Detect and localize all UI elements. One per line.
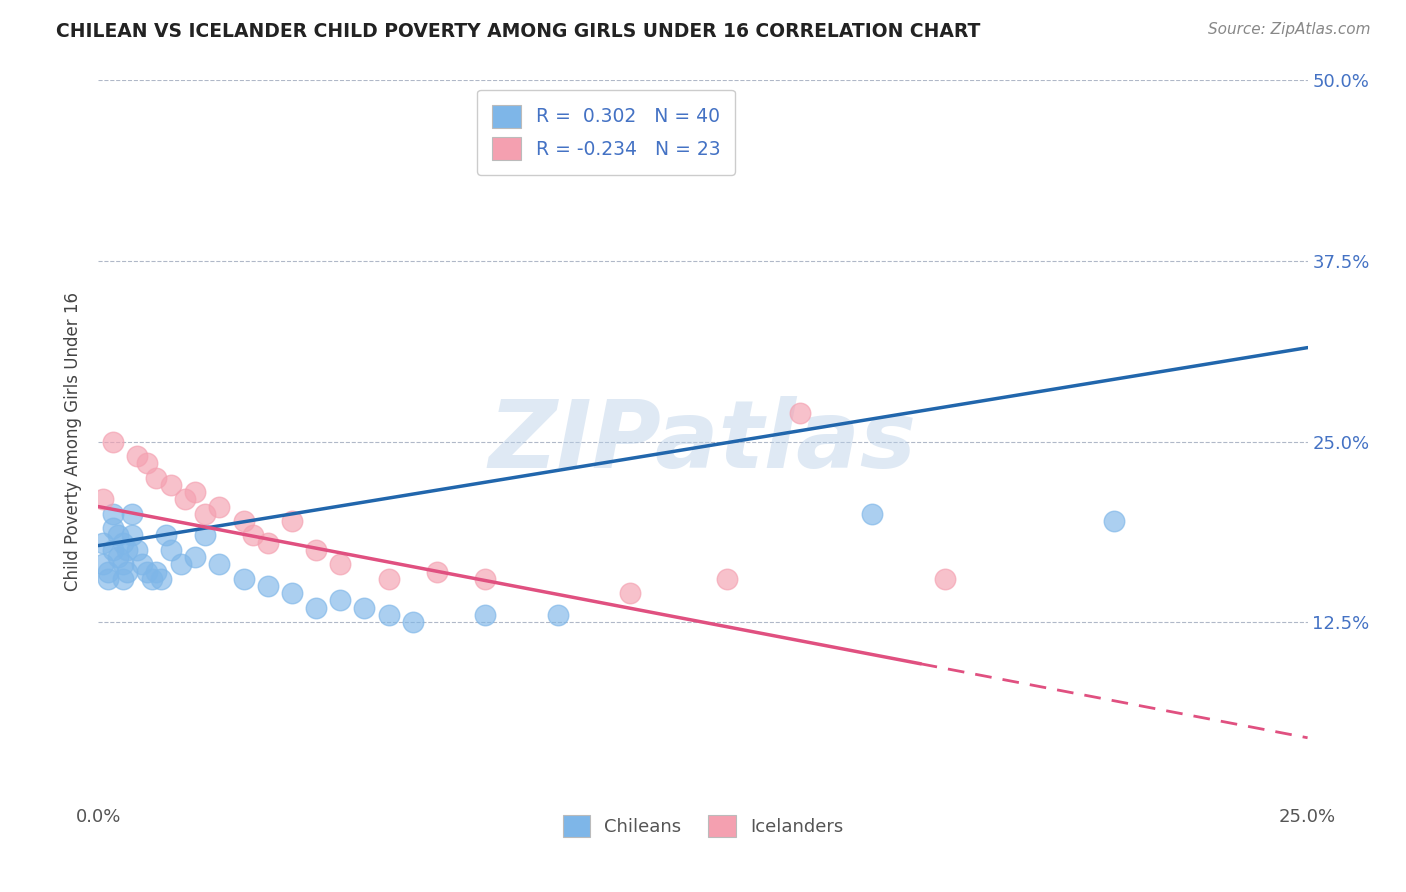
Point [194,528,217,542]
Point [160,478,183,492]
Y-axis label: Child Poverty Among Girls Under 16: Child Poverty Among Girls Under 16 [65,292,83,591]
Point [184,550,207,565]
Point [101,434,124,449]
Point [789,406,811,420]
Point [127,449,149,463]
Point [121,528,143,542]
Point [232,572,254,586]
Point [934,572,956,586]
Point [101,542,124,557]
Point [716,572,738,586]
Point [117,542,139,557]
Point [111,572,134,586]
Point [329,593,352,607]
Legend: Chileans, Icelanders: Chileans, Icelanders [555,808,851,845]
Point [208,500,231,514]
Point [160,542,183,557]
Point [619,586,641,600]
Point [860,507,883,521]
Point [329,558,352,572]
Point [91,492,114,507]
Point [194,507,217,521]
Point [256,535,278,549]
Point [208,558,231,572]
Point [377,572,399,586]
Text: Source: ZipAtlas.com: Source: ZipAtlas.com [1208,22,1371,37]
Point [232,514,254,528]
Text: CHILEAN VS ICELANDER CHILD POVERTY AMONG GIRLS UNDER 16 CORRELATION CHART: CHILEAN VS ICELANDER CHILD POVERTY AMONG… [56,22,980,41]
Point [377,607,399,622]
Point [135,565,157,579]
Point [174,492,197,507]
Point [150,572,173,586]
Point [91,558,114,572]
Point [305,542,328,557]
Text: ZIPatlas: ZIPatlas [489,395,917,488]
Point [117,565,139,579]
Point [141,572,163,586]
Point [107,550,129,565]
Point [547,607,569,622]
Point [101,507,124,521]
Point [145,470,167,484]
Point [121,507,143,521]
Point [474,607,496,622]
Point [474,572,496,586]
Point [305,600,328,615]
Point [111,535,134,549]
Point [131,558,153,572]
Point [135,456,157,470]
Point [91,535,114,549]
Point [256,579,278,593]
Point [402,615,425,630]
Point [127,542,149,557]
Point [155,528,177,542]
Point [242,528,264,542]
Point [107,528,129,542]
Point [426,565,449,579]
Point [169,558,191,572]
Point [1102,514,1125,528]
Point [111,558,134,572]
Point [353,600,375,615]
Point [145,565,167,579]
Point [97,565,120,579]
Point [281,586,304,600]
Point [97,572,120,586]
Point [281,514,304,528]
Point [101,521,124,535]
Point [184,485,207,500]
